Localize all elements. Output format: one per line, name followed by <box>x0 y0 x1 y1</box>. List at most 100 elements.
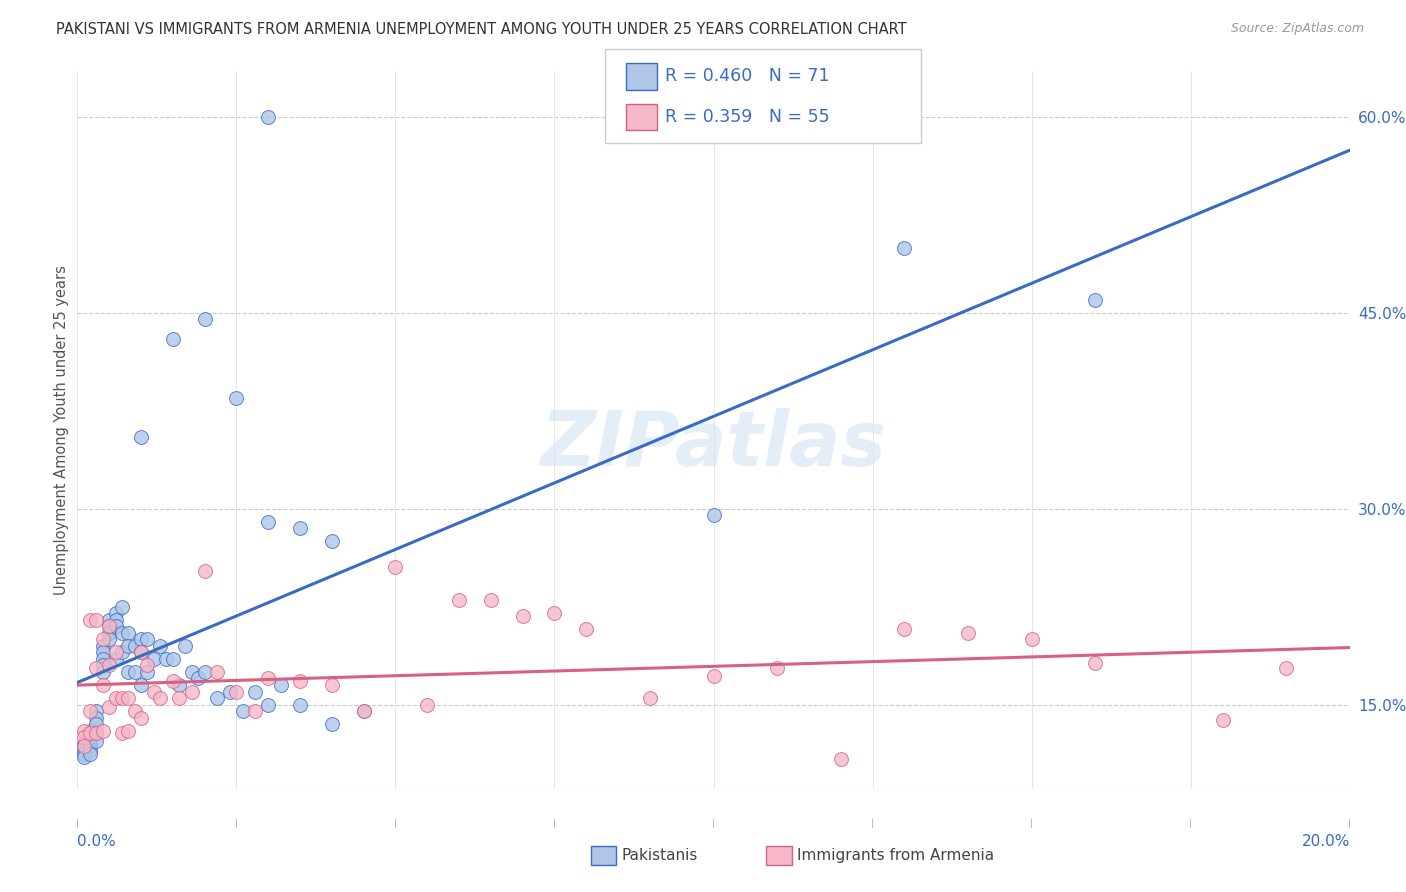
Point <box>194 565 217 579</box>
Point <box>449 593 471 607</box>
Point <box>893 622 915 636</box>
Point <box>98 619 121 633</box>
Point <box>98 613 121 627</box>
Point <box>79 704 101 718</box>
Point <box>117 625 139 640</box>
Text: |: | <box>394 819 396 828</box>
Point <box>117 639 139 653</box>
Point <box>830 752 852 766</box>
Text: Immigrants from Armenia: Immigrants from Armenia <box>797 848 994 863</box>
Point <box>232 704 254 718</box>
Point <box>136 658 159 673</box>
Point <box>257 515 280 529</box>
Point <box>766 661 789 675</box>
Point <box>149 639 172 653</box>
Point <box>288 698 311 712</box>
Point <box>219 684 242 698</box>
Y-axis label: Unemployment Among Youth under 25 years: Unemployment Among Youth under 25 years <box>53 266 69 595</box>
Point <box>79 747 101 761</box>
Text: |: | <box>711 819 716 828</box>
Point <box>288 521 311 535</box>
Point <box>104 619 127 633</box>
Point <box>86 613 108 627</box>
Point <box>79 726 101 740</box>
Point <box>149 691 172 706</box>
Point <box>91 645 114 659</box>
Point <box>136 632 159 647</box>
Point <box>1084 656 1107 670</box>
Point <box>142 652 165 666</box>
Point <box>79 723 101 738</box>
Point <box>91 723 114 738</box>
Point <box>162 652 184 666</box>
Point <box>104 645 127 659</box>
Point <box>321 678 343 692</box>
Point <box>512 608 534 623</box>
Point <box>98 632 121 647</box>
Text: |: | <box>76 819 79 828</box>
Point <box>187 672 209 686</box>
Point <box>73 743 96 757</box>
Point <box>207 691 229 706</box>
Text: |: | <box>1031 819 1033 828</box>
Point <box>73 747 96 761</box>
Point <box>104 652 127 666</box>
Point <box>124 665 146 679</box>
Point <box>98 619 121 633</box>
Point <box>86 717 108 731</box>
Point <box>136 665 159 679</box>
Point <box>257 672 280 686</box>
Text: |: | <box>872 819 875 828</box>
Point <box>129 678 152 692</box>
Point <box>207 665 229 679</box>
Point <box>86 726 108 740</box>
Point <box>73 737 96 751</box>
Point <box>479 593 502 607</box>
Text: |: | <box>235 819 238 828</box>
Point <box>1212 713 1234 727</box>
Point <box>79 739 101 754</box>
Point <box>321 717 343 731</box>
Point <box>1084 293 1107 307</box>
Point <box>73 739 96 754</box>
Point <box>155 652 177 666</box>
Point <box>91 632 114 647</box>
Text: |: | <box>553 819 555 828</box>
Point <box>79 730 101 744</box>
Point <box>180 665 202 679</box>
Point <box>142 684 165 698</box>
Point <box>225 684 247 698</box>
Point <box>117 691 139 706</box>
Point <box>167 691 190 706</box>
Point <box>91 678 114 692</box>
Point <box>543 606 565 620</box>
Point <box>270 678 292 692</box>
Point <box>194 312 217 326</box>
Point <box>129 645 152 659</box>
Point <box>91 665 114 679</box>
Point <box>91 652 114 666</box>
Point <box>703 669 725 683</box>
Point <box>104 606 127 620</box>
Point <box>91 658 114 673</box>
Point <box>129 430 152 444</box>
Point <box>91 639 114 653</box>
Point <box>86 661 108 675</box>
Point <box>111 599 134 614</box>
Point <box>117 723 139 738</box>
Point <box>111 645 134 659</box>
Point <box>104 691 127 706</box>
Text: R = 0.460   N = 71: R = 0.460 N = 71 <box>665 67 830 86</box>
Point <box>98 700 121 714</box>
Point <box>79 743 101 757</box>
Point <box>86 704 108 718</box>
Point <box>384 560 406 574</box>
Point <box>257 698 280 712</box>
Point <box>79 737 101 751</box>
Point <box>124 639 146 653</box>
Text: R = 0.359   N = 55: R = 0.359 N = 55 <box>665 108 830 126</box>
Point <box>73 723 96 738</box>
Point <box>104 613 127 627</box>
Point <box>180 684 202 698</box>
Point <box>129 632 152 647</box>
